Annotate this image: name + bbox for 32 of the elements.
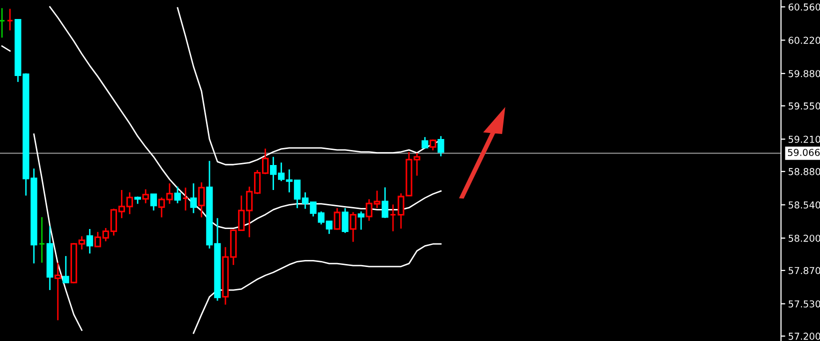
- candlestick: [334, 207, 340, 230]
- candlestick: [174, 186, 181, 204]
- candlestick: [390, 204, 396, 232]
- y-tick-label: 58.200: [788, 234, 820, 242]
- candlestick: [382, 186, 388, 219]
- candlestick: [86, 228, 94, 254]
- candlestick: [150, 194, 157, 212]
- line-series: [49, 6, 442, 230]
- candlestick: [62, 255, 70, 284]
- candlestick: [342, 207, 348, 234]
- y-tick-label: 60.560: [788, 3, 820, 11]
- y-tick-label: 59.880: [788, 70, 820, 78]
- y-tick-label: 59.550: [788, 102, 820, 110]
- candlestick: [142, 188, 149, 204]
- candlestick: [182, 186, 189, 212]
- candlestick: [198, 182, 205, 218]
- y-tick-label: 57.530: [788, 300, 820, 308]
- y-tick-label: 60.220: [788, 36, 820, 44]
- candlestick: [6, 8, 14, 32]
- candlestick: [358, 210, 364, 230]
- y-tick-label: 57.870: [788, 267, 820, 274]
- candlestick: [422, 136, 428, 148]
- ref-line-label: 59.066: [788, 148, 820, 156]
- y-tick-label: 57.200: [788, 332, 820, 340]
- candlestick: [350, 211, 356, 243]
- candlestick: [190, 182, 197, 214]
- y-tick-label: 58.880: [788, 168, 820, 176]
- candlestick: [38, 216, 46, 264]
- y-tick-label: 58.540: [788, 201, 820, 209]
- candlestick: [438, 135, 444, 157]
- candlestick: [54, 262, 62, 321]
- y-tick-label: 59.210: [788, 136, 820, 143]
